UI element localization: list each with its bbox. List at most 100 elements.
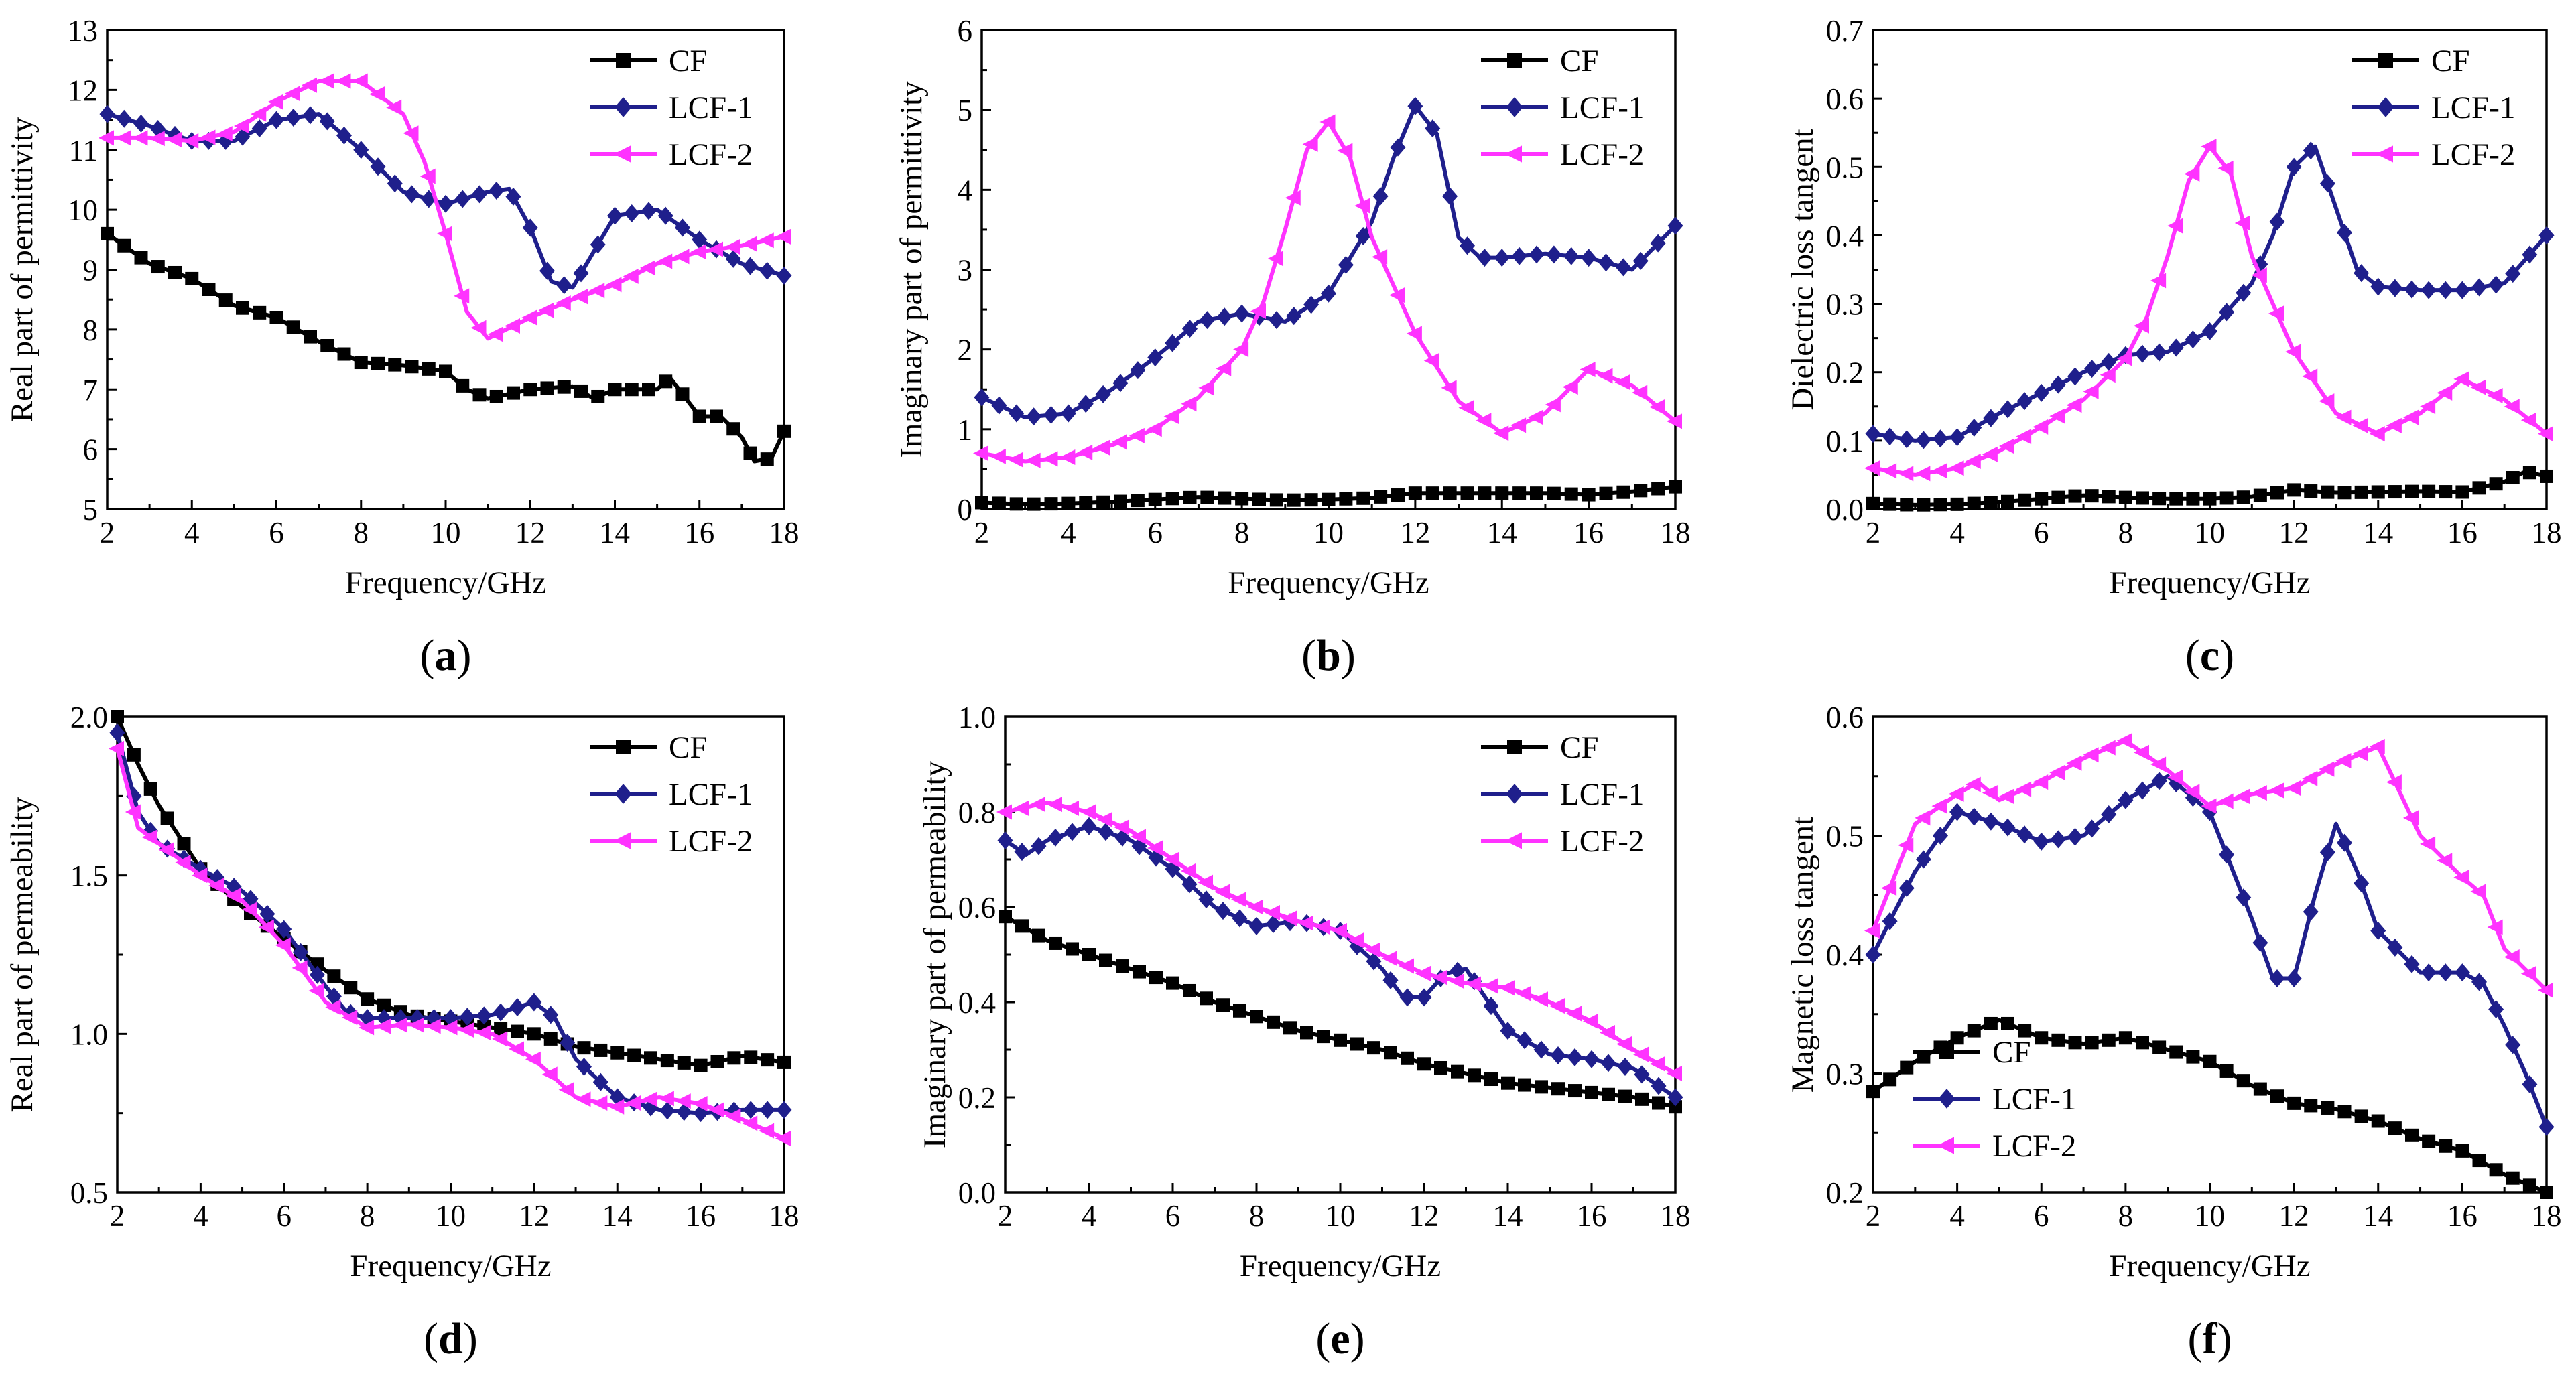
- x-tick-label: 4: [1949, 1199, 1965, 1233]
- data-point: [1095, 385, 1111, 403]
- data-point: [2219, 845, 2235, 864]
- legend: CF LCF-1 LCF-2: [2352, 44, 2515, 172]
- data-point: [472, 185, 487, 204]
- data-point: [2203, 1054, 2217, 1068]
- data-point: [1130, 361, 1146, 380]
- data-point: [1882, 912, 1898, 930]
- y-tick-label: 0.2: [1826, 1176, 1864, 1210]
- data-point: [1915, 431, 1931, 449]
- y-tick-label: 12: [68, 74, 98, 107]
- data-point: [2016, 781, 2032, 797]
- x-tick-label: 6: [1148, 516, 1163, 549]
- y-tick-label: 0: [958, 493, 973, 527]
- data-point: [1015, 919, 1029, 933]
- data-point: [1494, 249, 1510, 267]
- data-point: [1948, 460, 1964, 476]
- data-point: [1367, 1041, 1380, 1055]
- x-tick-label: 12: [1409, 1199, 1439, 1233]
- data-point: [1933, 429, 1948, 448]
- data-point: [318, 73, 334, 89]
- data-point: [996, 804, 1012, 820]
- data-point: [710, 1054, 724, 1068]
- legend-marker: [2376, 145, 2393, 163]
- data-point: [642, 1091, 657, 1107]
- data-point: [675, 218, 690, 237]
- x-axis-title: Frequency/GHz: [2109, 565, 2310, 600]
- data-point: [377, 998, 391, 1012]
- data-point: [1425, 119, 1441, 138]
- data-point: [1131, 494, 1145, 508]
- data-point: [1269, 493, 1283, 507]
- data-point: [2134, 318, 2149, 334]
- data-point: [1322, 492, 1336, 506]
- data-point: [1390, 138, 1406, 157]
- data-point: [1218, 491, 1232, 505]
- data-point: [509, 998, 525, 1017]
- data-point: [1458, 400, 1474, 416]
- data-point: [594, 1043, 608, 1057]
- data-point: [134, 251, 148, 265]
- data-point: [1059, 449, 1076, 466]
- x-tick-label: 6: [2034, 516, 2049, 549]
- data-point: [1651, 1077, 1667, 1095]
- data-point: [1252, 492, 1266, 506]
- data-point: [1476, 249, 1492, 267]
- x-tick-label: 18: [769, 516, 799, 549]
- data-point: [2388, 1121, 2402, 1135]
- data-point: [1966, 807, 1982, 826]
- y-tick-label: 9: [83, 254, 99, 287]
- data-point: [437, 226, 452, 242]
- data-point: [2540, 469, 2553, 483]
- data-point: [458, 1022, 474, 1038]
- data-point: [2472, 481, 2486, 495]
- data-point: [475, 1024, 491, 1040]
- data-point: [2505, 265, 2521, 283]
- data-point: [2538, 426, 2553, 442]
- legend-marker: [1504, 145, 1522, 163]
- panel-label: (e): [1315, 1314, 1364, 1363]
- data-point: [1077, 444, 1093, 460]
- data-point: [2522, 1178, 2536, 1192]
- data-point: [1417, 1057, 1431, 1071]
- data-point: [285, 108, 302, 127]
- data-point: [1372, 187, 1389, 206]
- data-point: [2219, 1064, 2234, 1078]
- data-point: [657, 253, 673, 269]
- data-point: [776, 1101, 792, 1119]
- data-point: [1384, 1046, 1397, 1060]
- legend-marker: [1504, 832, 1522, 849]
- series-lcf-2: [1864, 139, 2553, 482]
- data-point: [1434, 1060, 1447, 1075]
- panel-label: (d): [424, 1314, 478, 1363]
- data-point: [116, 109, 132, 128]
- data-point: [973, 445, 988, 462]
- data-point: [2236, 888, 2252, 907]
- data-point: [1582, 488, 1596, 502]
- data-point: [2387, 938, 2403, 957]
- data-point: [1915, 850, 1931, 869]
- data-point: [1982, 785, 1998, 801]
- legend: CF LCF-1 LCF-2: [1481, 44, 1644, 172]
- data-point: [2217, 793, 2234, 809]
- y-tick-label: 0.8: [958, 796, 996, 829]
- data-point: [158, 842, 174, 858]
- data-point: [2455, 1144, 2469, 1158]
- legend: CF LCF-1 LCF-2: [590, 44, 753, 172]
- legend-label: CF: [1560, 44, 1599, 78]
- data-point: [1982, 446, 1998, 462]
- data-point: [974, 388, 990, 407]
- data-point: [677, 1056, 691, 1070]
- data-point: [1547, 486, 1561, 500]
- data-point: [2520, 412, 2536, 428]
- data-point: [185, 271, 199, 285]
- x-tick-label: 6: [277, 1199, 292, 1233]
- data-point: [2437, 963, 2453, 982]
- data-point: [2405, 484, 2419, 498]
- data-point: [1602, 1087, 1615, 1101]
- data-point: [1615, 258, 1631, 277]
- x-tick-label: 12: [519, 1199, 549, 1233]
- data-point: [2437, 281, 2453, 299]
- data-point: [258, 919, 274, 935]
- x-tick-label: 18: [1661, 516, 1691, 549]
- data-point: [2252, 933, 2268, 952]
